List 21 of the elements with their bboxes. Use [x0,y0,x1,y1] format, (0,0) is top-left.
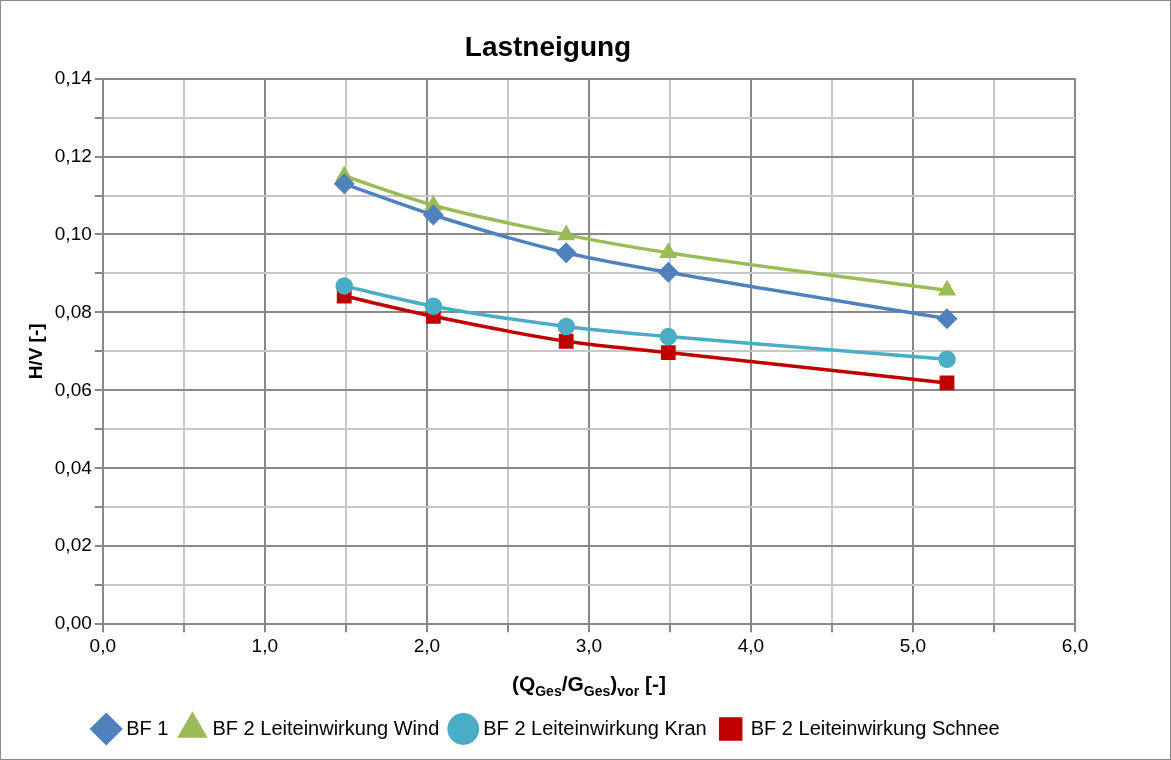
y-tick-label: 0,04 [54,456,93,478]
x-tick-label: 2,0 [413,634,441,656]
legend-label: BF 2 Leiteinwirkung Kran [483,716,707,739]
y-tick-label: 0,10 [54,222,92,244]
y-tick-label: 0,06 [54,378,92,400]
x-tick-label: 1,0 [251,634,279,656]
x-tick-label: 0,0 [89,634,116,656]
x-tick-label: 3,0 [575,634,603,656]
y-axis-title: H/V [-] [24,323,46,380]
x-tick-label: 6,0 [1061,634,1089,656]
chart-title: Lastneigung [464,30,632,62]
legend-label: BF 2 Leiteinwirkung Schnee [750,716,1000,739]
y-tick-label: 0,02 [54,534,92,556]
y-tick-label: 0,08 [54,300,92,322]
legend-label: BF 2 Leiteinwirkung Wind [212,716,440,739]
y-tick-label: 0,00 [54,612,92,634]
legend-label: BF 1 [126,716,169,739]
y-tick-label: 0,14 [54,66,93,88]
y-tick-label: 0,12 [54,144,92,166]
x-tick-label: 5,0 [899,634,927,656]
x-tick-label: 4,0 [737,634,765,656]
